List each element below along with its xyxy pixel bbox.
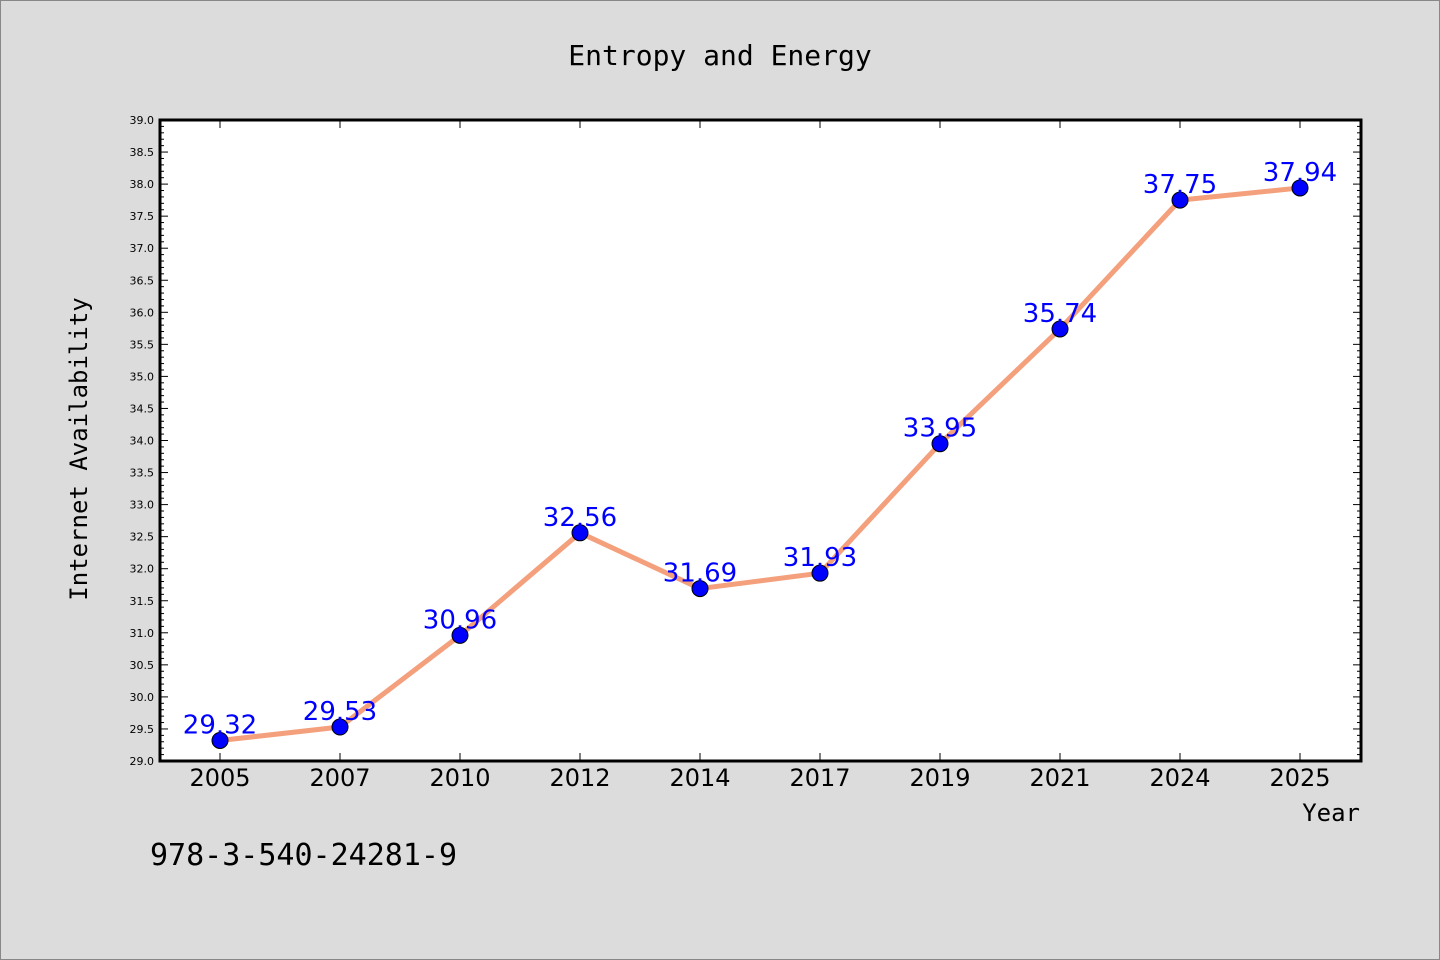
x-tick-label: 2017 <box>789 764 850 792</box>
x-axis-label: Year <box>1302 799 1360 827</box>
data-label: 30.96 <box>423 605 497 635</box>
data-label: 32.56 <box>543 503 617 533</box>
y-tick-label: 39.0 <box>130 114 155 127</box>
data-label: 37.94 <box>1263 158 1337 188</box>
data-point <box>1171 191 1189 209</box>
x-tick-label: 2012 <box>549 764 610 792</box>
y-axis-ticks: 29.0 29.5 30.0 30.5 31.0 31.5 32.0 32.5 33.0 33.5… <box>130 114 1361 768</box>
y-tick-label: 29.0 <box>130 755 155 768</box>
plot-area <box>158 118 1363 763</box>
data-label: 31.93 <box>783 543 857 573</box>
y-tick-label: 35.5 <box>130 338 155 351</box>
data-point <box>451 626 469 644</box>
x-tick-label: 2025 <box>1269 764 1330 792</box>
y-tick-label: 29.5 <box>130 723 155 736</box>
x-tick-label: 2024 <box>1149 764 1210 792</box>
y-tick-label: 38.0 <box>130 178 155 191</box>
y-tick-label: 38.5 <box>130 146 155 159</box>
x-tick-label: 2010 <box>429 764 490 792</box>
data-label: 35.74 <box>1023 299 1097 329</box>
x-tick-label: 2019 <box>909 764 970 792</box>
series-group: 29.32 29.53 30.96 32.56 31.69 31.93 33.95 35.74… <box>183 158 1337 749</box>
y-tick-label: 31.5 <box>130 595 155 608</box>
x-tick-label: 2007 <box>309 764 370 792</box>
y-tick-label: 35.0 <box>130 370 155 383</box>
chart-title: Entropy and Energy <box>568 39 871 72</box>
data-label: 29.53 <box>303 697 377 727</box>
y-tick-label: 34.0 <box>130 435 155 448</box>
y-axis-label: Internet Availability <box>65 297 93 600</box>
y-tick-label: 36.5 <box>130 274 155 287</box>
data-point <box>331 718 349 736</box>
x-tick-label: 2005 <box>189 764 250 792</box>
footnote-text: 978-3-540-24281-9 <box>150 838 457 873</box>
data-point <box>931 435 949 453</box>
data-label: 29.32 <box>183 710 257 740</box>
data-point <box>211 731 229 749</box>
y-tick-label: 36.0 <box>130 306 155 319</box>
y-tick-label: 37.0 <box>130 242 155 255</box>
series-line <box>217 185 1303 743</box>
y-tick-label: 32.0 <box>130 563 155 576</box>
data-point <box>571 524 589 542</box>
data-label: 31.69 <box>663 559 737 589</box>
x-tick-label: 2014 <box>669 764 730 792</box>
x-tick-label: 2021 <box>1029 764 1090 792</box>
y-tick-label: 31.0 <box>130 627 155 640</box>
y-tick-label: 37.5 <box>130 210 155 223</box>
data-label: 37.75 <box>1143 170 1217 200</box>
data-point <box>1291 179 1309 197</box>
y-tick-label: 32.5 <box>130 531 155 544</box>
data-point <box>691 580 709 598</box>
x-axis-ticks: 2005 2007 2010 2012 2014 2017 2019 2021 2024 2025 <box>189 120 1331 792</box>
data-point <box>811 564 829 582</box>
y-tick-label: 34.5 <box>130 402 155 415</box>
data-point <box>1051 320 1069 338</box>
y-tick-label: 30.5 <box>130 659 155 672</box>
y-tick-label: 30.0 <box>130 691 155 704</box>
data-label: 33.95 <box>903 414 977 444</box>
y-tick-label: 33.5 <box>130 467 155 480</box>
y-tick-label: 33.0 <box>130 499 155 512</box>
